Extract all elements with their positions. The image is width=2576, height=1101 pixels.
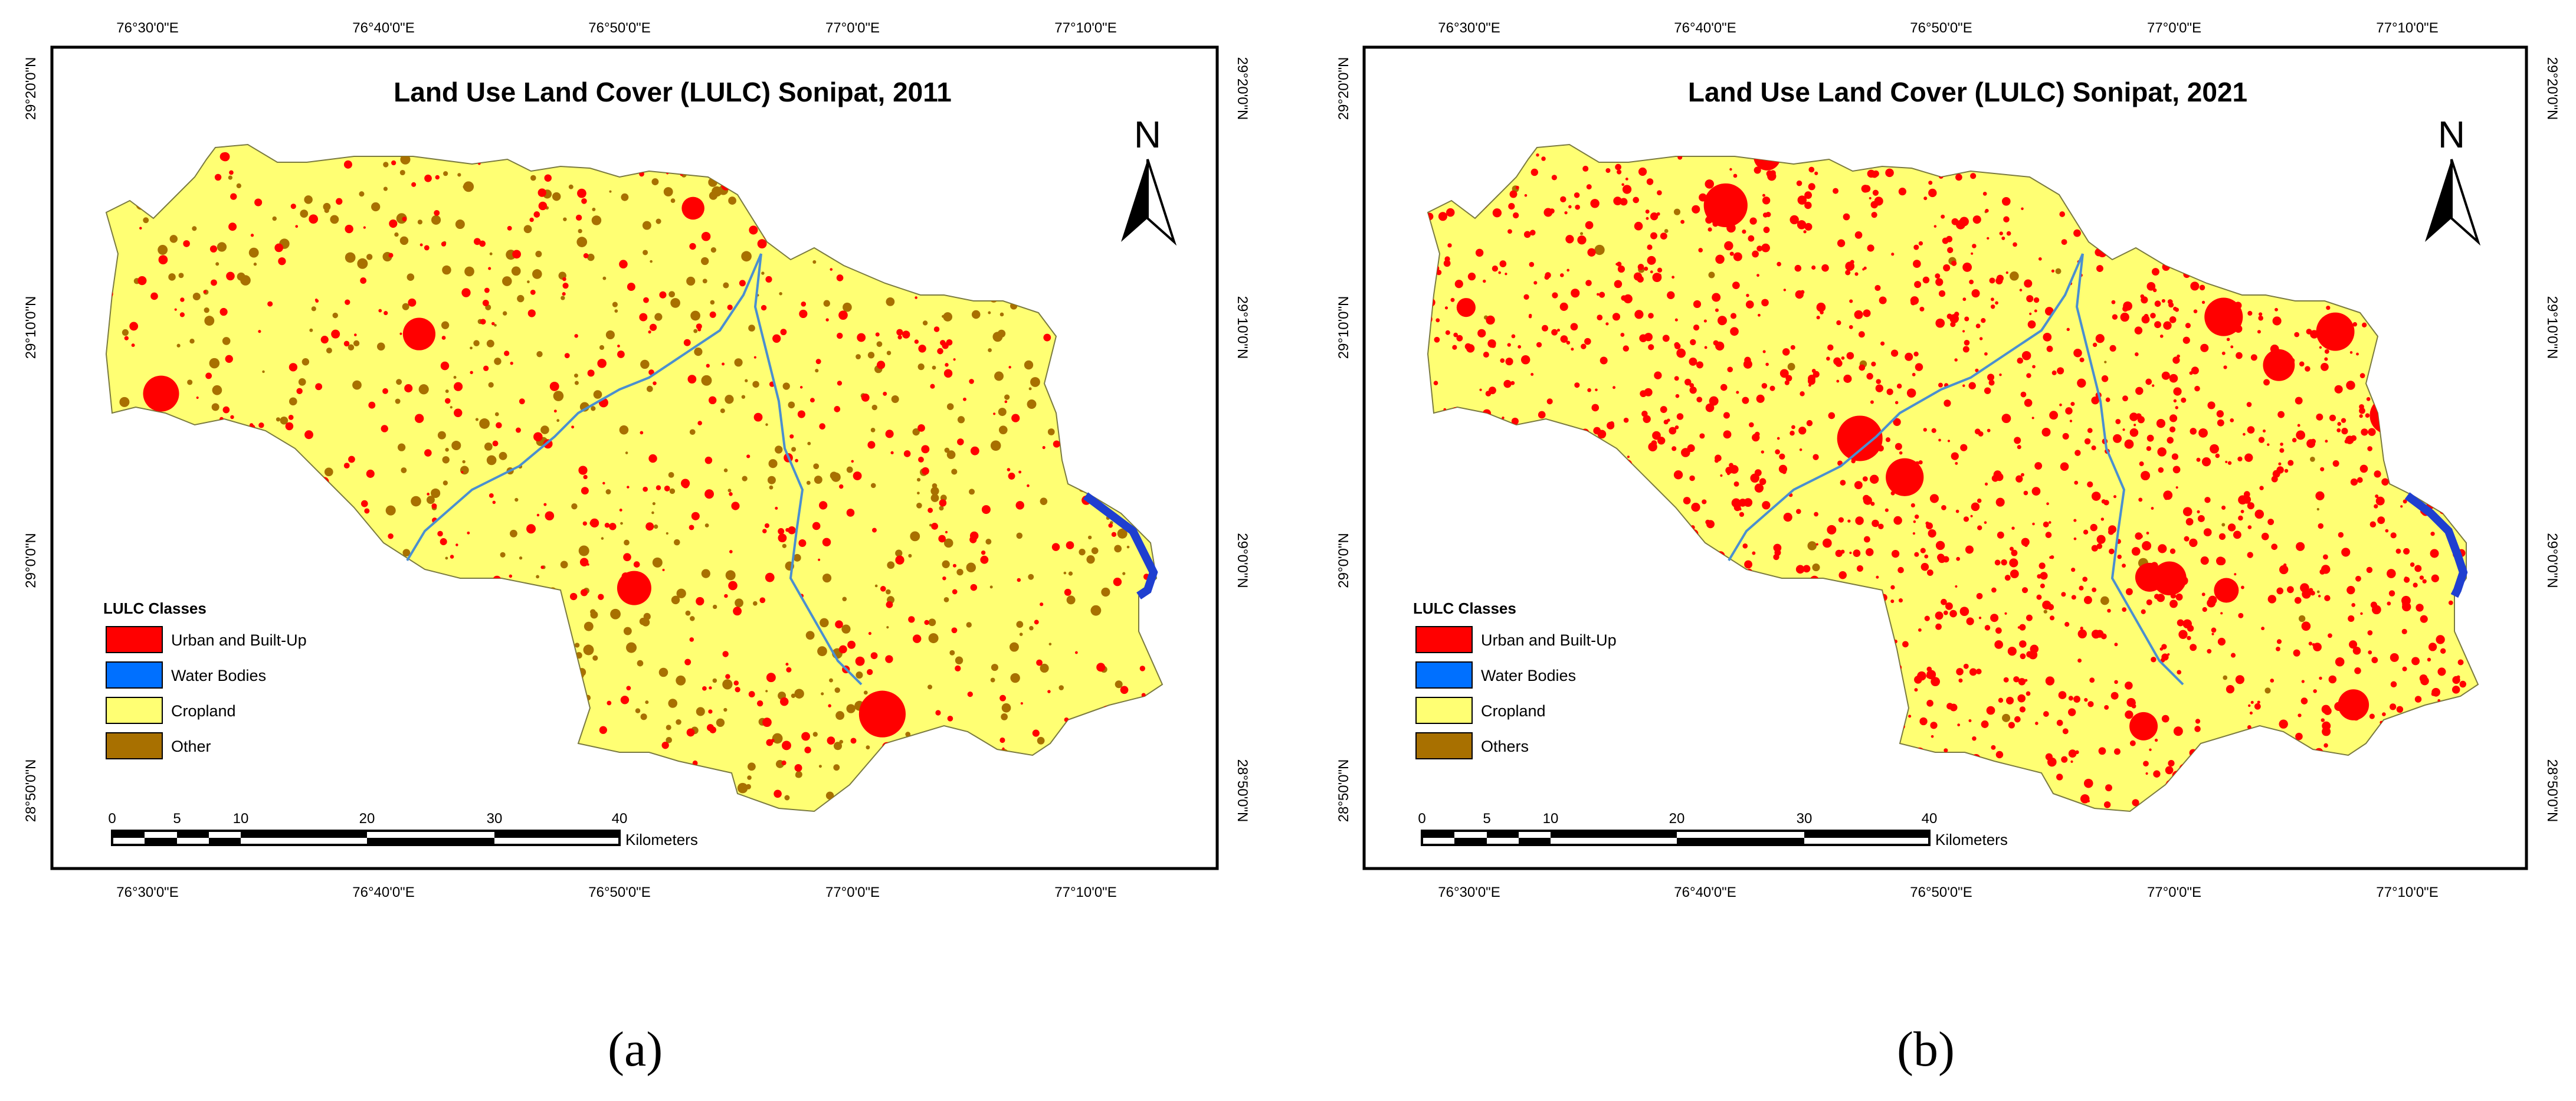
lon-label-top: 76°40'0"E <box>1674 20 1736 36</box>
scale-label: 30 <box>487 811 503 827</box>
legend-label-water: Water Bodies <box>1481 667 1576 684</box>
scale-unit: Kilometers <box>1935 831 2008 848</box>
legend: LULC Classes Urban and Built-Up Water Bo… <box>103 599 307 759</box>
map-panel-2011: Land Use Land Cover (LULC) Sonipat, 2011… <box>23 20 1250 900</box>
lon-label-top: 76°50'0"E <box>1910 20 1972 36</box>
scale-bar: 0 5 10 20 30 40 Kilometers <box>108 811 698 848</box>
river-yamuna <box>1083 492 1158 599</box>
lon-label-bottom: 76°30'0"E <box>1438 884 1500 900</box>
lon-label-top: 77°0'0"E <box>825 20 880 36</box>
north-arrow-label: N <box>2438 113 2465 156</box>
lon-label-bottom: 76°50'0"E <box>588 884 650 900</box>
scale-label: 20 <box>359 811 375 827</box>
lat-label-left: 29°10'0"N <box>1336 296 1352 359</box>
canal-line <box>2075 253 2184 686</box>
legend-swatch-cropland <box>106 697 163 724</box>
legend-label-cropland: Cropland <box>171 702 236 720</box>
lon-label-bottom: 77°0'0"E <box>2147 884 2201 900</box>
legend-label-cropland: Cropland <box>1481 702 1546 720</box>
scale-bar: 0 5 10 20 30 40 Kilometers <box>1418 811 2008 848</box>
lon-label-top: 76°40'0"E <box>352 20 414 36</box>
lat-label-right: 29°20'0"N <box>2544 57 2560 120</box>
river-yamuna <box>2404 492 2468 598</box>
lat-label-left: 29°20'0"N <box>1336 57 1352 120</box>
lat-label-right: 29°10'0"N <box>1234 296 1250 359</box>
lon-label-bottom: 77°10'0"E <box>1054 884 1116 900</box>
lat-label-right: 28°50'0"N <box>2544 759 2560 823</box>
lat-label-right: 29°20'0"N <box>1234 57 1250 120</box>
scale-label: 40 <box>612 811 628 827</box>
scale-label: 10 <box>233 811 249 827</box>
scale-label: 10 <box>1543 811 1559 827</box>
legend-title: LULC Classes <box>103 599 207 617</box>
lon-label-top: 76°30'0"E <box>1438 20 1500 36</box>
legend-swatch-cropland <box>1415 697 1473 724</box>
map-panel-2021: Land Use Land Cover (LULC) Sonipat, 2021… <box>1336 20 2560 900</box>
lat-label-left: 29°0'0"N <box>23 533 39 588</box>
lat-label-left: 28°50'0"N <box>23 759 39 823</box>
legend-swatch-water <box>106 661 163 689</box>
canal-line <box>1728 253 2084 562</box>
map-title: Land Use Land Cover (LULC) Sonipat, 2021 <box>1688 77 2247 107</box>
lon-label-bottom: 76°40'0"E <box>1674 884 1736 900</box>
lon-label-bottom: 76°40'0"E <box>352 884 414 900</box>
lon-label-bottom: 77°10'0"E <box>2376 884 2438 900</box>
north-arrow-icon <box>2425 159 2452 242</box>
lon-label-top: 77°0'0"E <box>2147 20 2201 36</box>
north-arrow-icon <box>1121 159 1148 242</box>
lat-label-left: 29°20'0"N <box>23 57 39 120</box>
map-title: Land Use Land Cover (LULC) Sonipat, 2011 <box>394 77 952 107</box>
legend-label-other: Others <box>1481 738 1529 755</box>
graticule-labels: 76°30'0"E 76°40'0"E 76°50'0"E 77°0'0"E 7… <box>1336 20 2560 900</box>
legend-label-water: Water Bodies <box>171 667 266 684</box>
scale-label: 5 <box>1483 811 1490 827</box>
lat-label-left: 29°10'0"N <box>23 296 39 359</box>
graticule-labels: 76°30'0"E 76°40'0"E 76°50'0"E 77°0'0"E 7… <box>23 20 1250 900</box>
legend-label-urban: Urban and Built-Up <box>171 631 307 649</box>
scale-label: 30 <box>1797 811 1813 827</box>
scale-label: 0 <box>108 811 116 827</box>
legend-swatch-other <box>106 732 163 759</box>
panel-caption-a: (a) <box>608 1022 663 1077</box>
scale-label: 20 <box>1669 811 1685 827</box>
lon-label-top: 77°10'0"E <box>1054 20 1116 36</box>
legend-label-urban: Urban and Built-Up <box>1481 631 1617 649</box>
lat-label-right: 29°0'0"N <box>1234 533 1250 588</box>
lon-label-bottom: 77°0'0"E <box>825 884 880 900</box>
scale-unit: Kilometers <box>625 831 698 848</box>
legend-swatch-urban <box>106 626 163 653</box>
lon-label-top: 77°10'0"E <box>2376 20 2438 36</box>
legend-swatch-urban <box>1415 626 1473 653</box>
canal-line <box>753 253 863 686</box>
lat-label-right: 29°10'0"N <box>2544 296 2560 359</box>
lat-label-left: 28°50'0"N <box>1336 759 1352 823</box>
canal-line <box>406 253 762 562</box>
lat-label-right: 28°50'0"N <box>1234 759 1250 823</box>
scale-label: 5 <box>173 811 181 827</box>
lon-label-top: 76°50'0"E <box>588 20 650 36</box>
scale-label: 0 <box>1418 811 1425 827</box>
legend-swatch-other <box>1415 732 1473 759</box>
north-arrow-label: N <box>1134 113 1161 156</box>
lat-label-right: 29°0'0"N <box>2544 533 2560 588</box>
legend-title: LULC Classes <box>1413 599 1516 617</box>
lon-label-top: 76°30'0"E <box>116 20 178 36</box>
legend-swatch-water <box>1415 661 1473 689</box>
legend: LULC Classes Urban and Built-Up Water Bo… <box>1413 599 1617 759</box>
panel-caption-b: (b) <box>1897 1022 1955 1077</box>
scale-label: 40 <box>1922 811 1938 827</box>
legend-label-other: Other <box>171 738 211 755</box>
lat-label-left: 29°0'0"N <box>1336 533 1352 588</box>
lon-label-bottom: 76°30'0"E <box>116 884 178 900</box>
north-arrow: N <box>2425 113 2481 246</box>
north-arrow: N <box>1121 113 1177 246</box>
lon-label-bottom: 76°50'0"E <box>1910 884 1972 900</box>
